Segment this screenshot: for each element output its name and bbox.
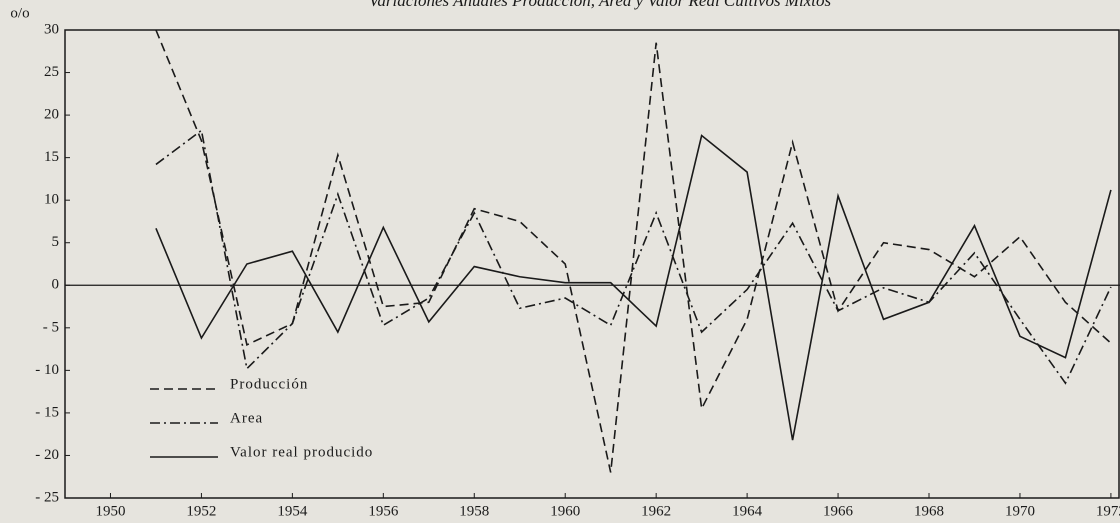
chart-title: Variaciones Anuales Producción, Area y V… [369,0,832,10]
x-tick-label: 1972 [1096,503,1120,519]
y-tick-label: 30 [44,21,59,37]
data-line [155,128,1112,385]
legend-label: Valor real producido [230,444,373,460]
y-tick-label: 0 [52,277,60,293]
y-tick-label: 10 [44,192,59,208]
data-line [155,134,1112,441]
y-tick-label: - 5 [43,319,59,335]
y-tick-label: 5 [52,234,60,250]
x-tick-label: 1970 [1005,503,1035,519]
y-tick-label: - 15 [35,404,59,420]
legend-label: Producción [230,376,308,392]
x-tick-label: 1956 [368,503,399,519]
x-tick-label: 1962 [641,503,671,519]
y-tick-label: 20 [44,107,59,123]
x-tick-label: 1966 [823,503,854,519]
x-tick-label: 1960 [550,503,580,519]
plot-frame [64,29,1120,499]
x-tick-label: 1968 [914,503,944,519]
legend-label: Area [230,410,263,426]
y-tick-label: - 25 [35,489,59,505]
y-tick-label: 25 [44,64,59,80]
y-tick-label: - 10 [35,362,59,378]
x-tick-label: 1964 [732,503,763,519]
y-axis-label: o/o [10,5,29,21]
x-tick-label: 1950 [95,503,125,519]
x-tick-label: 1952 [186,503,216,519]
x-tick-label: 1954 [277,503,308,519]
x-tick-label: 1958 [459,503,489,519]
y-tick-label: 15 [44,149,59,165]
y-tick-label: - 20 [35,447,59,463]
